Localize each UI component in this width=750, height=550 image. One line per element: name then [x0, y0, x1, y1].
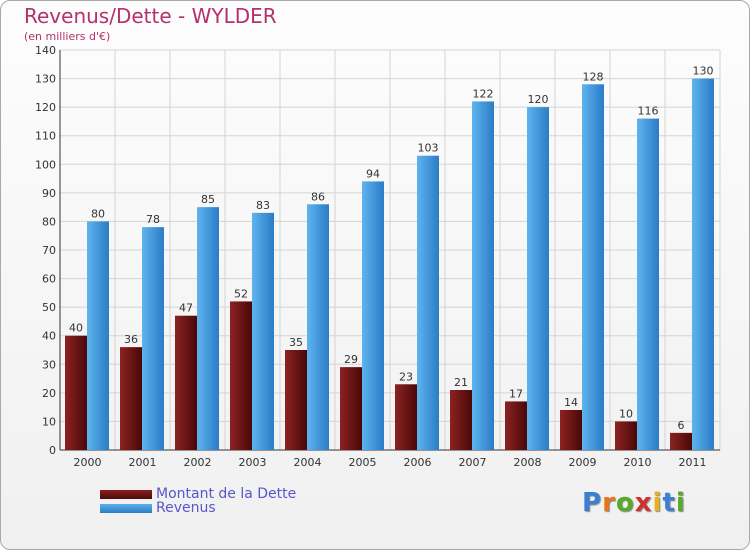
x-tick-label: 2003 [239, 456, 267, 469]
y-tick-label: 110 [35, 130, 56, 143]
y-tick-label: 100 [35, 158, 56, 171]
logo-letter: x [634, 488, 653, 518]
logo-letter: i [652, 488, 663, 518]
legend-label-debt: Montant de la Dette [156, 486, 297, 502]
value-label-revenue: 130 [693, 65, 714, 78]
value-label-revenue: 103 [418, 142, 439, 155]
value-label-revenue: 80 [91, 207, 105, 220]
value-label-revenue: 83 [256, 199, 270, 212]
legend-swatch-debt [100, 489, 152, 499]
value-label-debt: 23 [399, 370, 413, 383]
bar-debt [615, 421, 637, 450]
y-tick-label: 10 [42, 415, 56, 428]
value-label-revenue: 128 [583, 70, 604, 83]
bar-debt [450, 390, 472, 450]
x-tick-label: 2010 [624, 456, 652, 469]
axes: 0 10 20 30 40 50 60 70 80 90 100 110 120 130 140 2000 20… [35, 44, 720, 469]
bar-revenue [637, 118, 659, 451]
value-label-revenue: 86 [311, 190, 325, 203]
value-label-revenue: 85 [201, 193, 215, 206]
value-label-debt: 29 [344, 353, 358, 366]
x-tick-label: 2005 [349, 456, 377, 469]
chart-subtitle: (en milliers d'€) [24, 30, 111, 43]
value-labels: 40 80 36 78 47 85 52 83 35 86 29 94 23 103 21 122 17 120 1… [69, 65, 714, 432]
bar-revenue [197, 207, 219, 450]
value-label-debt: 52 [234, 287, 248, 300]
y-tick-label: 20 [42, 387, 56, 400]
bar-revenue [527, 107, 549, 451]
bar-revenue [252, 212, 274, 450]
logo-letter: o [615, 488, 635, 518]
legend-item-revenue: Revenus [100, 500, 216, 516]
y-tick-label: 120 [35, 101, 56, 114]
x-tick-label: 2009 [569, 456, 597, 469]
y-tick-label: 90 [42, 187, 56, 200]
x-tick-label: 2006 [404, 456, 432, 469]
y-tick-label: 30 [42, 358, 56, 371]
logo-letter: t [662, 488, 676, 518]
proxiti-logo: Proxiti [582, 488, 686, 518]
value-label-debt: 36 [124, 333, 138, 346]
value-label-revenue: 94 [366, 167, 380, 180]
legend-item-debt: Montant de la Dette [100, 486, 296, 502]
bar-revenue [582, 84, 604, 451]
x-tick-label: 2000 [74, 456, 102, 469]
value-label-debt: 10 [619, 407, 633, 420]
bar-debt [65, 335, 87, 450]
bar-debt [395, 384, 417, 450]
legend-swatch-revenue [100, 503, 152, 513]
bar-revenue [692, 78, 714, 451]
y-tick-label: 140 [35, 44, 56, 57]
value-label-debt: 14 [564, 396, 578, 409]
y-tick-label: 40 [42, 330, 56, 343]
y-tick-label: 130 [35, 73, 56, 86]
y-tick-label: 60 [42, 273, 56, 286]
value-label-revenue: 120 [528, 93, 549, 106]
logo-letter: r [602, 488, 616, 518]
x-tick-label: 2011 [679, 456, 707, 469]
chart-title: Revenus/Dette - WYLDER [24, 4, 277, 28]
bar-revenue [362, 181, 384, 450]
y-tick-label: 70 [42, 244, 56, 257]
x-tick-label: 2002 [184, 456, 212, 469]
y-tick-label: 50 [42, 301, 56, 314]
bar-debt [560, 410, 582, 450]
bars [65, 78, 714, 451]
bar-debt [175, 315, 197, 450]
y-tick-label: 0 [49, 444, 56, 457]
value-label-debt: 35 [289, 336, 303, 349]
value-label-revenue: 122 [473, 87, 494, 100]
logo-letter: P [582, 488, 603, 518]
bar-debt [230, 301, 252, 450]
x-tick-label: 2007 [459, 456, 487, 469]
value-label-debt: 6 [678, 419, 685, 432]
bar-debt [505, 401, 527, 450]
value-label-revenue: 78 [146, 213, 160, 226]
bar-debt [285, 350, 307, 450]
bar-revenue [472, 101, 494, 450]
bar-revenue [142, 227, 164, 450]
x-tick-label: 2001 [129, 456, 157, 469]
value-label-debt: 47 [179, 302, 193, 315]
bar-debt [670, 432, 692, 450]
x-tick-label: 2008 [514, 456, 542, 469]
bar-revenue [307, 204, 329, 450]
logo-letter: i [675, 488, 686, 518]
value-label-debt: 21 [454, 376, 468, 389]
value-label-debt: 40 [69, 322, 83, 335]
value-label-revenue: 116 [638, 105, 659, 118]
bar-debt [120, 347, 142, 450]
bar-debt [340, 367, 362, 450]
y-tick-label: 80 [42, 215, 56, 228]
x-tick-label: 2004 [294, 456, 322, 469]
value-label-debt: 17 [509, 387, 523, 400]
bar-revenue [417, 155, 439, 450]
legend-label-revenue: Revenus [156, 500, 216, 516]
bar-revenue [87, 221, 109, 450]
